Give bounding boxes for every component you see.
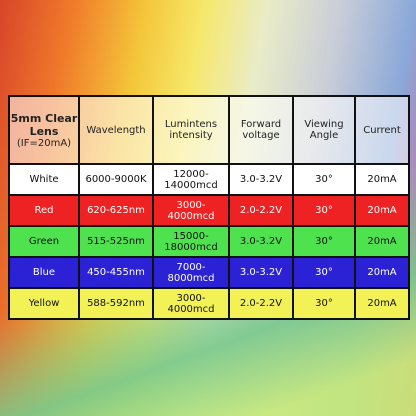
spec-table: 5mm Clear Lens (IF=20mA) Wavelength Lumin…	[8, 95, 410, 320]
table-cell: 12000-14000mcd	[152, 163, 230, 196]
table-cell: 30°	[292, 256, 356, 289]
table-cell: 3000-4000mcd	[152, 194, 230, 227]
table-cell: White	[8, 163, 80, 196]
header-row: 5mm Clear Lens (IF=20mA) Wavelength Lumin…	[8, 95, 410, 165]
table-cell: 20mA	[354, 225, 410, 258]
table-cell: Green	[8, 225, 80, 258]
table-cell: 30°	[292, 287, 356, 320]
header-cell: Wavelength	[78, 95, 154, 165]
table-cell: 30°	[292, 225, 356, 258]
table-cell: 620-625nm	[78, 194, 154, 227]
header-cell: Current	[354, 95, 410, 165]
header-cell: 5mm Clear Lens (IF=20mA)	[8, 95, 80, 165]
table-cell: 20mA	[354, 194, 410, 227]
table-cell: 30°	[292, 163, 356, 196]
table-row: White 6000-9000K 12000-14000mcd 3.0-3.2V 30°…	[8, 163, 410, 196]
table-cell: 30°	[292, 194, 356, 227]
table-cell: 2.0-2.2V	[228, 287, 294, 320]
table-cell: 3.0-3.2V	[228, 256, 294, 289]
table-cell: 515-525nm	[78, 225, 154, 258]
header-title: 5mm Clear Lens	[10, 111, 78, 138]
table-cell: Blue	[8, 256, 80, 289]
table-cell: 588-592nm	[78, 287, 154, 320]
table-cell: 7000-8000mcd	[152, 256, 230, 289]
table-cell: Yellow	[8, 287, 80, 320]
table-row: Green 515-525nm 15000-18000mcd 3.0-3.2V 30° 2…	[8, 225, 410, 258]
table-cell: 20mA	[354, 287, 410, 320]
table-cell: 3.0-3.2V	[228, 163, 294, 196]
table-cell: 6000-9000K	[78, 163, 154, 196]
header-subtitle: (IF=20mA)	[16, 137, 72, 149]
header-cell: Lumintens intensity	[152, 95, 230, 165]
table-row: Blue 450-455nm 7000-8000mcd 3.0-3.2V 30° 20mA	[8, 256, 410, 289]
table-row: Red 620-625nm 3000-4000mcd 2.0-2.2V 30° 20mA	[8, 194, 410, 227]
table-cell: 450-455nm	[78, 256, 154, 289]
table-row: Yellow 588-592nm 3000-4000mcd 2.0-2.2V 30° 20…	[8, 287, 410, 320]
table-cell: 20mA	[354, 256, 410, 289]
table-cell: Red	[8, 194, 80, 227]
header-cell: Viewing Angle	[292, 95, 356, 165]
table-cell: 2.0-2.2V	[228, 194, 294, 227]
table-cell: 3.0-3.2V	[228, 225, 294, 258]
header-cell: Forward voltage	[228, 95, 294, 165]
table-cell: 15000-18000mcd	[152, 225, 230, 258]
table-cell: 20mA	[354, 163, 410, 196]
table-cell: 3000-4000mcd	[152, 287, 230, 320]
